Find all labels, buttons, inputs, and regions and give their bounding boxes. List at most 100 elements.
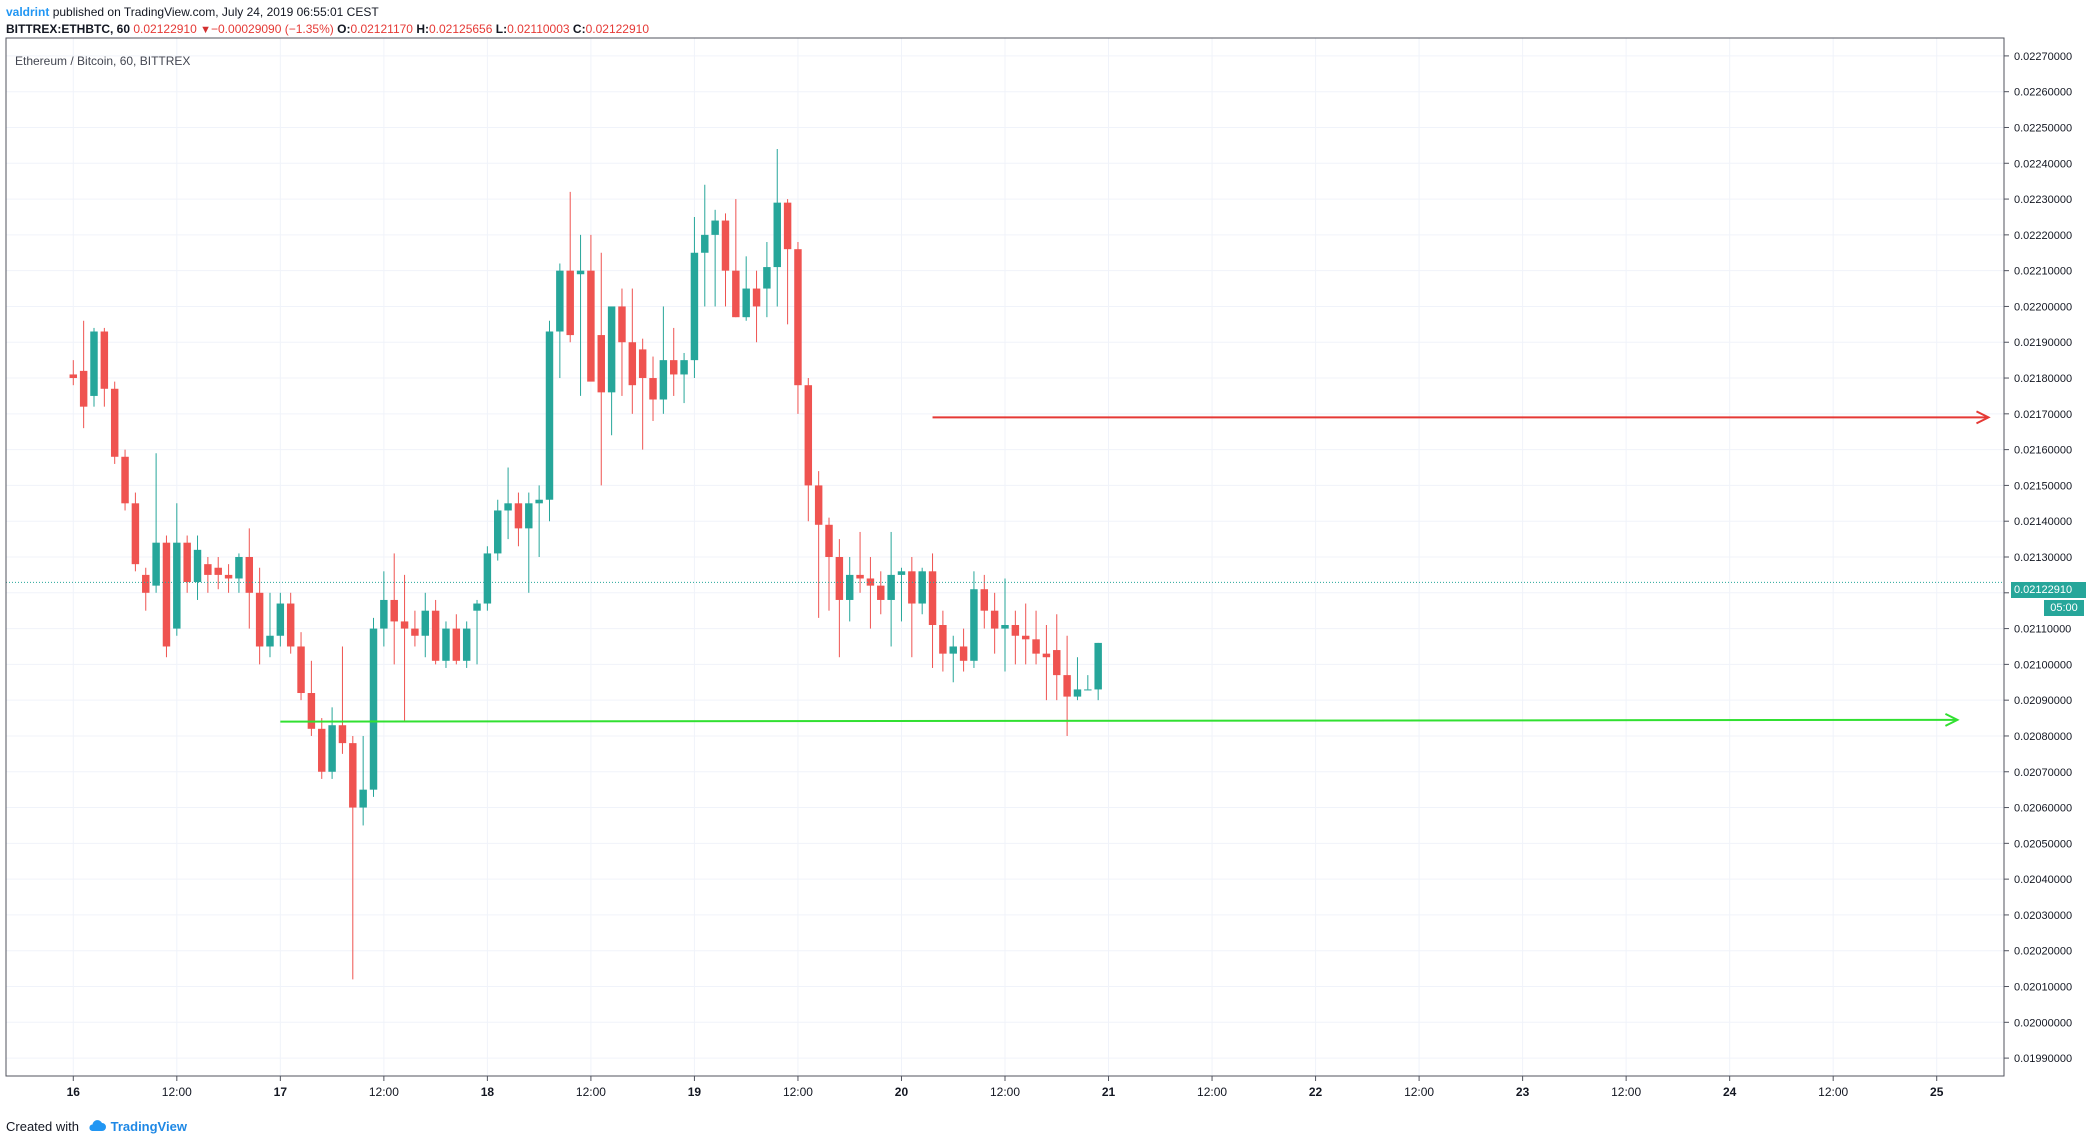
candle-body: [235, 557, 243, 579]
x-tick-label: 12:00: [783, 1085, 813, 1099]
x-tick-label: 18: [481, 1085, 495, 1099]
candle-body: [255, 592, 264, 647]
x-tick-label: 22: [1309, 1085, 1323, 1099]
candle-body: [390, 599, 398, 622]
candle-body: [183, 542, 191, 583]
candle-body: [1053, 650, 1061, 676]
x-tick-label: 20: [895, 1085, 909, 1099]
triangle-down-icon: ▼: [200, 24, 211, 36]
candle-body: [328, 725, 336, 772]
arrow-right-icon: [1944, 712, 1960, 727]
y-tick-label: 0.02100000: [2014, 659, 2072, 671]
publish-text: published on TradingView.com, July 24, 2…: [52, 5, 379, 19]
candle-body: [649, 378, 657, 400]
candle-body: [659, 360, 668, 400]
candle-body: [535, 499, 543, 504]
candle-body: [669, 360, 678, 375]
y-tick-label: 0.02030000: [2014, 910, 2072, 922]
candle-body: [100, 331, 109, 389]
candle-body: [566, 270, 574, 336]
candle-body: [980, 589, 989, 611]
candle-body: [400, 621, 409, 629]
close-label: C:: [572, 22, 586, 36]
x-tick-label: 24: [1723, 1085, 1737, 1099]
candle-body: [224, 574, 233, 579]
chart-grid: [6, 38, 2004, 1076]
y-tick-label: 0.02170000: [2014, 409, 2072, 421]
candle-body: [877, 585, 885, 600]
candle-body: [908, 571, 916, 604]
y-tick-label: 0.02110000: [2014, 624, 2071, 636]
price-change: −0.00029090 (−1.35%): [211, 22, 334, 36]
candle-body: [856, 574, 864, 579]
candle-body: [214, 567, 222, 575]
candle-body: [142, 574, 150, 593]
candle-body: [804, 385, 813, 486]
candle-body: [69, 374, 78, 379]
candle-body: [173, 542, 181, 629]
chart-frame: [5, 37, 2005, 1077]
candle-body: [245, 557, 254, 593]
candle-body: [1001, 625, 1009, 629]
candle-body: [1094, 642, 1102, 690]
close-value: 0.02122910: [585, 22, 649, 36]
candle-body: [814, 485, 823, 525]
candle-body: [349, 743, 357, 808]
open-label: O:: [337, 22, 351, 36]
candle-body: [587, 270, 595, 382]
high-label: H:: [416, 22, 429, 36]
candle-body: [79, 370, 88, 407]
candle-body: [421, 610, 429, 636]
y-tick-label: 0.02080000: [2014, 731, 2072, 743]
x-tick-label: 23: [1516, 1085, 1530, 1099]
candle-body: [525, 503, 533, 529]
y-tick-label: 0.02240000: [2014, 158, 2072, 170]
support-line: [280, 718, 1958, 723]
author-name[interactable]: valdrint: [6, 5, 50, 19]
y-tick-label: 0.01990000: [2014, 1053, 2072, 1065]
candle-body: [1063, 675, 1071, 697]
candle-body: [959, 646, 968, 661]
symbol-label: BITTREX:ETHBTC, 60: [6, 22, 131, 36]
arrow-right-icon: [1976, 410, 1991, 425]
candle-body: [1073, 689, 1082, 697]
candle-body: [773, 202, 781, 268]
candle-body: [121, 456, 129, 504]
candle-body: [266, 635, 274, 647]
last-price-tag: 0.02122910: [2011, 582, 2086, 598]
candle-body: [494, 510, 502, 554]
y-tick-label: 0.02150000: [2014, 480, 2072, 492]
publish-info: valdrint published on TradingView.com, J…: [6, 5, 379, 19]
candle-body: [990, 610, 999, 629]
candle-body: [483, 553, 492, 604]
created-with-text: Created with: [6, 1119, 79, 1134]
candle-body: [597, 335, 605, 393]
low-label: L:: [495, 22, 508, 36]
tradingview-logo-text[interactable]: TradingView: [110, 1119, 187, 1134]
candle-body: [897, 571, 906, 575]
candle-body: [928, 571, 937, 626]
candlestick-series: [69, 148, 1102, 980]
y-tick-label: 0.02270000: [2014, 51, 2072, 63]
y-tick-label: 0.02070000: [2014, 767, 2072, 779]
y-tick-label: 0.02230000: [2014, 194, 2072, 206]
candle-body: [452, 628, 461, 661]
high-value: 0.02125656: [428, 22, 493, 36]
price-axis-labels: 0.02270000 0.02260000 0.02250000 0.02240000…: [2004, 51, 2072, 1065]
y-tick-label: 0.02090000: [2014, 695, 2072, 707]
y-tick-label: 0.02200000: [2014, 301, 2072, 313]
candle-body: [504, 503, 512, 511]
candle-body: [131, 503, 140, 565]
candle-body: [1084, 689, 1092, 691]
x-tick-label: 12:00: [1611, 1085, 1641, 1099]
candle-body: [276, 603, 285, 636]
y-tick-label: 0.02260000: [2014, 87, 2072, 99]
y-tick-label: 0.02220000: [2014, 230, 2072, 242]
price-axis[interactable]: [2004, 38, 2089, 1112]
y-tick-label: 0.02010000: [2014, 982, 2072, 994]
candle-body: [949, 646, 957, 654]
candle-body: [576, 270, 585, 275]
low-value: 0.02110003: [507, 22, 570, 36]
tradingview-cloud-icon: [83, 1119, 107, 1134]
